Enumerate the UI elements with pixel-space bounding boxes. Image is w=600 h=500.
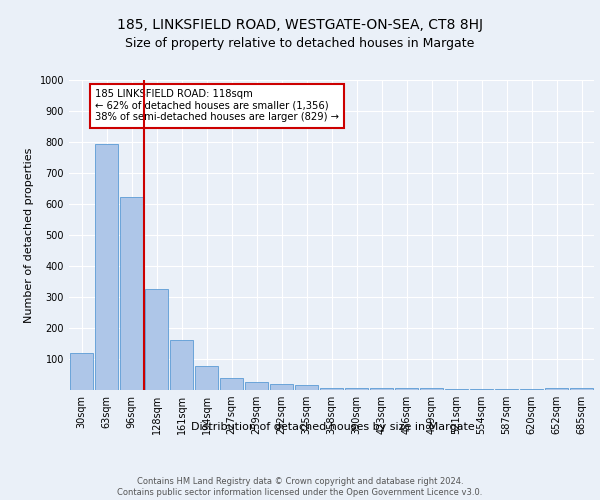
Bar	[120, 197, 143, 390]
Bar	[245, 382, 268, 390]
Bar	[170, 340, 193, 390]
Bar	[395, 388, 418, 390]
Bar	[195, 366, 218, 390]
Bar	[270, 384, 293, 390]
Bar	[570, 388, 593, 390]
Bar	[345, 388, 368, 390]
Text: 185, LINKSFIELD ROAD, WESTGATE-ON-SEA, CT8 8HJ: 185, LINKSFIELD ROAD, WESTGATE-ON-SEA, C…	[117, 18, 483, 32]
Bar	[95, 144, 118, 390]
Bar	[545, 388, 568, 390]
Bar	[320, 388, 343, 390]
Bar	[420, 388, 443, 390]
Text: Distribution of detached houses by size in Margate: Distribution of detached houses by size …	[191, 422, 475, 432]
Y-axis label: Number of detached properties: Number of detached properties	[24, 148, 34, 322]
Text: Contains HM Land Registry data © Crown copyright and database right 2024.
Contai: Contains HM Land Registry data © Crown c…	[118, 478, 482, 497]
Bar	[370, 388, 393, 390]
Bar	[220, 378, 243, 390]
Text: Size of property relative to detached houses in Margate: Size of property relative to detached ho…	[125, 38, 475, 51]
Bar	[70, 353, 93, 390]
Text: 185 LINKSFIELD ROAD: 118sqm
← 62% of detached houses are smaller (1,356)
38% of : 185 LINKSFIELD ROAD: 118sqm ← 62% of det…	[95, 90, 339, 122]
Bar	[295, 386, 318, 390]
Bar	[145, 289, 168, 390]
